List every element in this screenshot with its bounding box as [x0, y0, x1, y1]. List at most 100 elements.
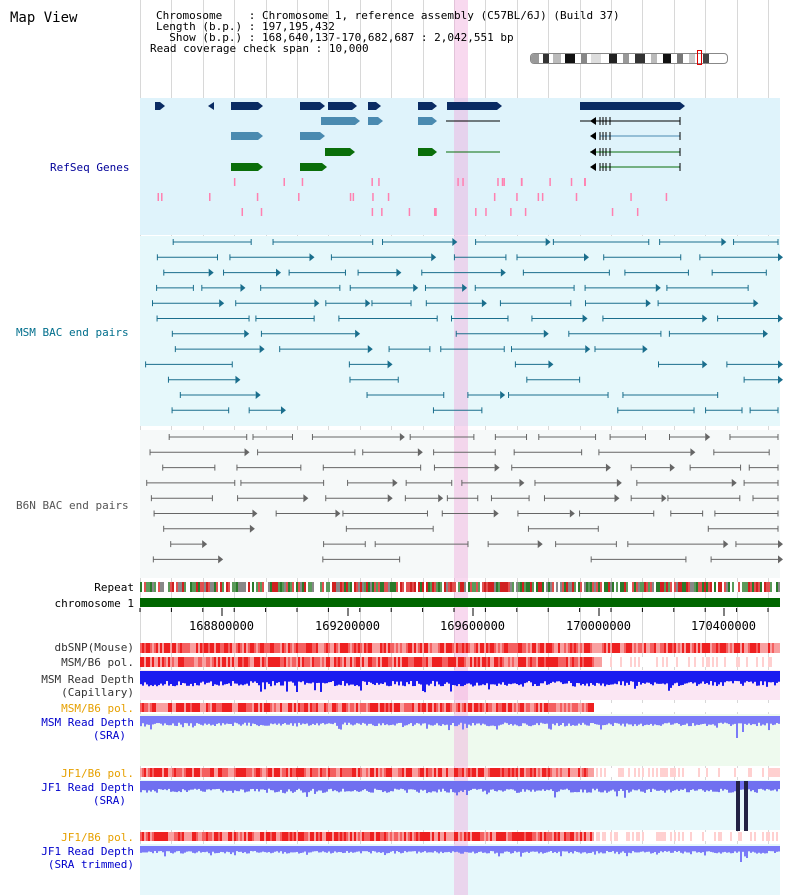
- polymorphism-cell: [504, 703, 506, 712]
- polymorphism-cell: [300, 703, 302, 712]
- dbsnp-label[interactable]: dbSNP(Mouse): [54, 641, 134, 654]
- msm-depth-capillary-label-2[interactable]: (Capillary): [61, 686, 134, 699]
- gene-strand-arrow: [350, 148, 355, 156]
- b6n-bac-label[interactable]: B6N BAC end pairs: [16, 499, 129, 512]
- chromosome-label[interactable]: chromosome 1: [54, 597, 134, 610]
- polymorphism-cell: [640, 703, 642, 712]
- polymorphism-cell: [764, 657, 766, 667]
- polymorphism-cell: [290, 643, 292, 653]
- polymorphism-cell: [416, 643, 418, 653]
- read-depth-bar: [598, 781, 600, 792]
- b6n-bac-pair-arrow: [778, 555, 783, 564]
- polymorphism-cell: [396, 703, 398, 712]
- read-depth-bar: [528, 846, 530, 853]
- polymorphism-cell: [324, 643, 326, 653]
- polymorphism-cell: [514, 832, 516, 841]
- polymorphism-cell: [616, 643, 618, 653]
- repeat-element: [438, 582, 440, 592]
- refseq-tick: [636, 208, 639, 216]
- read-depth-bar: [602, 671, 604, 684]
- read-depth-bar: [722, 846, 724, 853]
- polymorphism-cell: [480, 703, 482, 712]
- read-depth-bar: [756, 781, 758, 793]
- msm-bac-pair-arrow: [481, 299, 487, 308]
- polymorphism-cell: [514, 703, 516, 712]
- repeat-label[interactable]: Repeat: [94, 581, 134, 594]
- polymorphism-cell: [400, 832, 402, 841]
- jf1-depth-trim-label-1[interactable]: JF1 Read Depth: [41, 845, 134, 858]
- msm-bac-label[interactable]: MSM BAC end pairs: [16, 326, 129, 339]
- polymorphism-cell: [142, 657, 144, 667]
- repeat-element: [212, 582, 214, 592]
- ideogram-position-marker[interactable]: [697, 50, 702, 65]
- read-depth-bar: [702, 846, 704, 853]
- refseq-label[interactable]: RefSeq Genes: [50, 161, 130, 174]
- b6n-bac-panel: [140, 430, 780, 578]
- polymorphism-cell: [326, 768, 328, 777]
- msm-b6-pol2-label[interactable]: MSM/B6 pol.: [61, 702, 134, 715]
- read-depth-bar: [672, 781, 674, 791]
- polymorphism-cell: [216, 657, 218, 667]
- polymorphism-cell: [380, 643, 382, 653]
- read-depth-bar: [754, 846, 756, 853]
- polymorphism-cell: [766, 768, 768, 777]
- repeat-element: [546, 582, 548, 592]
- read-depth-bar: [552, 716, 554, 724]
- read-depth-bar: [198, 671, 200, 686]
- read-depth-bar: [650, 846, 652, 854]
- repeat-element: [482, 582, 484, 592]
- polymorphism-cell: [742, 768, 744, 777]
- read-depth-bar: [710, 716, 712, 725]
- polymorphism-cell: [172, 832, 174, 841]
- polymorphism-cell: [738, 768, 740, 777]
- polymorphism-cell: [452, 657, 454, 667]
- read-depth-bar: [366, 846, 368, 852]
- jf1-b6-pol-label[interactable]: JF1/B6 pol.: [61, 767, 134, 780]
- read-depth-spike: [744, 781, 748, 831]
- read-depth-bar: [338, 671, 340, 685]
- chromosome-ideogram[interactable]: [530, 53, 728, 64]
- polymorphism-cell: [462, 832, 464, 841]
- read-depth-bar: [362, 846, 364, 852]
- polymorphism-cell: [750, 657, 752, 667]
- read-depth-bar: [748, 671, 750, 682]
- polymorphism-cell: [308, 657, 310, 667]
- read-depth-bar: [176, 846, 178, 852]
- b6n-bac-pair-arrow: [616, 478, 622, 487]
- read-depth-bar: [272, 716, 274, 725]
- repeat-element: [298, 582, 300, 592]
- jf1-depth-sra-label-2[interactable]: (SRA): [92, 794, 126, 807]
- read-depth-bar: [568, 671, 570, 682]
- msm-depth-sra-label-2[interactable]: (SRA): [92, 729, 126, 742]
- polymorphism-cell: [676, 768, 678, 777]
- msm-b6-pol-label[interactable]: MSM/B6 pol.: [61, 656, 134, 669]
- msm-depth-sra-label-1[interactable]: MSM Read Depth: [41, 716, 134, 729]
- polymorphism-cell: [604, 703, 606, 712]
- read-depth-bar: [504, 716, 506, 723]
- read-depth-bar: [728, 846, 730, 853]
- polymorphism-cell: [160, 768, 162, 777]
- polymorphism-cell: [396, 768, 398, 777]
- polymorphism-cell: [326, 643, 328, 653]
- repeat-element: [258, 582, 260, 592]
- read-depth-bar: [396, 781, 398, 790]
- polymorphism-cell: [272, 703, 274, 712]
- msm-depth-capillary-label-1[interactable]: MSM Read Depth: [41, 673, 134, 686]
- repeat-element: [684, 582, 686, 592]
- read-depth-bar: [424, 671, 426, 693]
- jf1-b6-pol2-label[interactable]: JF1/B6 pol.: [61, 831, 134, 844]
- polymorphism-cell: [614, 768, 616, 777]
- jf1-depth-trim-label-2[interactable]: (SRA trimmed): [47, 858, 134, 871]
- polymorphism-cell: [648, 832, 650, 841]
- repeat-element: [422, 582, 424, 592]
- polymorphism-cell: [290, 657, 292, 667]
- jf1-depth-sra-label-1[interactable]: JF1 Read Depth: [41, 781, 134, 794]
- polymorphism-cell: [464, 657, 466, 667]
- repeat-element: [710, 582, 712, 592]
- polymorphism-cell: [774, 703, 776, 712]
- polymorphism-cell: [268, 703, 270, 712]
- polymorphism-cell: [258, 768, 260, 777]
- read-depth-bar: [496, 781, 498, 792]
- read-depth-bar: [266, 781, 268, 793]
